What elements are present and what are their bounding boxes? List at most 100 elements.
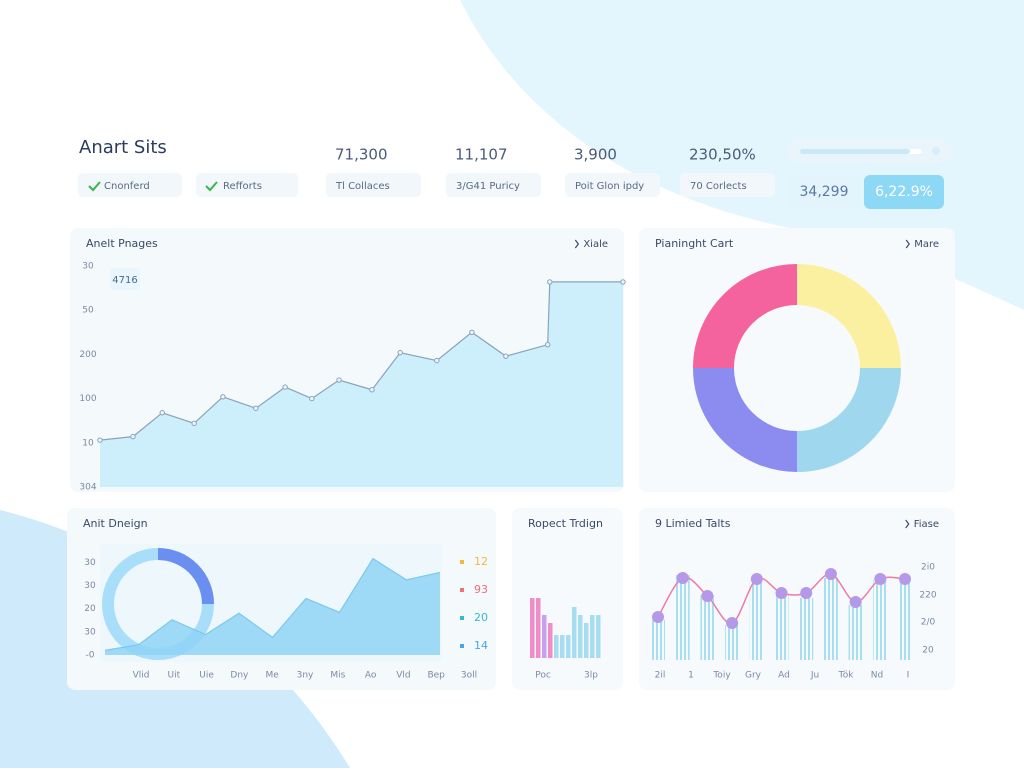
line (104, 557, 441, 651)
annotation-box (110, 268, 140, 290)
stat-label: 3/G41 Puricy (456, 181, 520, 192)
point (503, 353, 509, 359)
x-tick-label: Tök (837, 671, 854, 681)
point (899, 573, 911, 585)
y-tick-label: 30 (84, 581, 96, 591)
stat-value: 3,900 (574, 146, 617, 164)
chip[interactable]: Cnonferd (78, 173, 182, 197)
y-tick-label: 50 (82, 306, 94, 316)
bar (873, 580, 888, 660)
point (849, 596, 862, 608)
donut-segment (796, 367, 901, 472)
chevron (905, 519, 910, 529)
y-tick-label: 2i0 (921, 563, 935, 573)
donut-segment (796, 264, 901, 369)
y-tick-label: 20 (922, 646, 934, 656)
panel-title: 9 Limied Talts (655, 517, 731, 530)
point (282, 384, 288, 390)
point (469, 329, 475, 335)
point (874, 573, 887, 585)
bar (823, 578, 838, 660)
donut-segment (693, 367, 798, 472)
y-tick-label: 30 (84, 558, 96, 568)
bar (848, 605, 863, 660)
x-tick-label: Me (266, 671, 280, 681)
stat-label: Tl Collaces (335, 181, 390, 192)
bar (560, 635, 565, 658)
point (676, 572, 689, 584)
bar (542, 615, 547, 658)
chevron (905, 239, 910, 249)
point (97, 437, 103, 443)
badge[interactable]: 34,299 (788, 175, 860, 209)
point (620, 279, 626, 285)
y-tick-label: 304 (79, 483, 96, 493)
bar (596, 615, 601, 658)
point (726, 617, 739, 629)
x-tick-label: Poc (535, 671, 551, 681)
bar (572, 607, 577, 658)
bar (548, 623, 553, 658)
x-tick-label: Ao (365, 671, 377, 681)
bar (675, 575, 690, 660)
badge[interactable]: 6,22.9% (864, 175, 944, 209)
y-tick-label: 30 (84, 627, 96, 637)
point (547, 279, 553, 285)
x-tick-label: 3oll (461, 671, 477, 681)
bar (536, 598, 541, 658)
point (701, 590, 714, 602)
bar (749, 580, 764, 660)
point (369, 387, 375, 393)
panel-link: Mare (914, 239, 939, 250)
x-tick-label: Uie (199, 671, 214, 681)
legend-swatch (460, 560, 464, 564)
stat-value: 71,300 (335, 146, 388, 164)
point (824, 568, 837, 580)
point (800, 587, 813, 599)
point (434, 357, 440, 364)
panel-title: Pianinght Cart (655, 237, 734, 250)
y-tick-label: 20 (84, 604, 96, 614)
point (336, 377, 342, 383)
point (309, 395, 315, 402)
x-tick-label: 3lp (584, 671, 598, 681)
point (253, 405, 259, 412)
stat-chip (446, 173, 541, 197)
bar (700, 595, 715, 660)
annotation: 4716 (112, 275, 137, 286)
point (159, 410, 165, 416)
legend-swatch (460, 588, 464, 592)
y-tick-label: 2/0 (921, 618, 936, 628)
legend-label: 14 (474, 639, 488, 652)
x-tick-label: Vld (396, 671, 410, 681)
legend-swatch (460, 616, 464, 620)
x-tick-label: Mis (330, 671, 345, 681)
x-tick-label: 2il (655, 671, 666, 681)
point (130, 433, 136, 440)
chip[interactable]: Refforts (196, 173, 298, 197)
point (191, 420, 197, 427)
bar (799, 598, 814, 660)
x-tick-label: Gry (745, 671, 762, 681)
y-tick-label: 30 (82, 262, 94, 272)
legend-label: 20 (474, 611, 488, 624)
point (750, 573, 763, 585)
x-tick-label: Ju (810, 671, 819, 681)
y-tick-label: -0 (86, 651, 95, 661)
x-tick-label: Toiy (712, 671, 731, 681)
bar (590, 615, 595, 658)
y-tick-label: 200 (79, 350, 96, 360)
bar (651, 620, 665, 660)
bar (554, 635, 559, 658)
stat-chip (565, 173, 660, 197)
point (652, 611, 664, 623)
x-tick-label: Dny (230, 671, 249, 681)
legend-label: 93 (474, 583, 488, 596)
x-tick-label: Vlid (133, 671, 150, 681)
slider[interactable] (787, 139, 952, 163)
legend-swatch (460, 644, 464, 648)
y-tick-label: 100 (79, 394, 96, 404)
y-tick-label: 220 (919, 591, 936, 601)
stat-chip (326, 173, 421, 197)
